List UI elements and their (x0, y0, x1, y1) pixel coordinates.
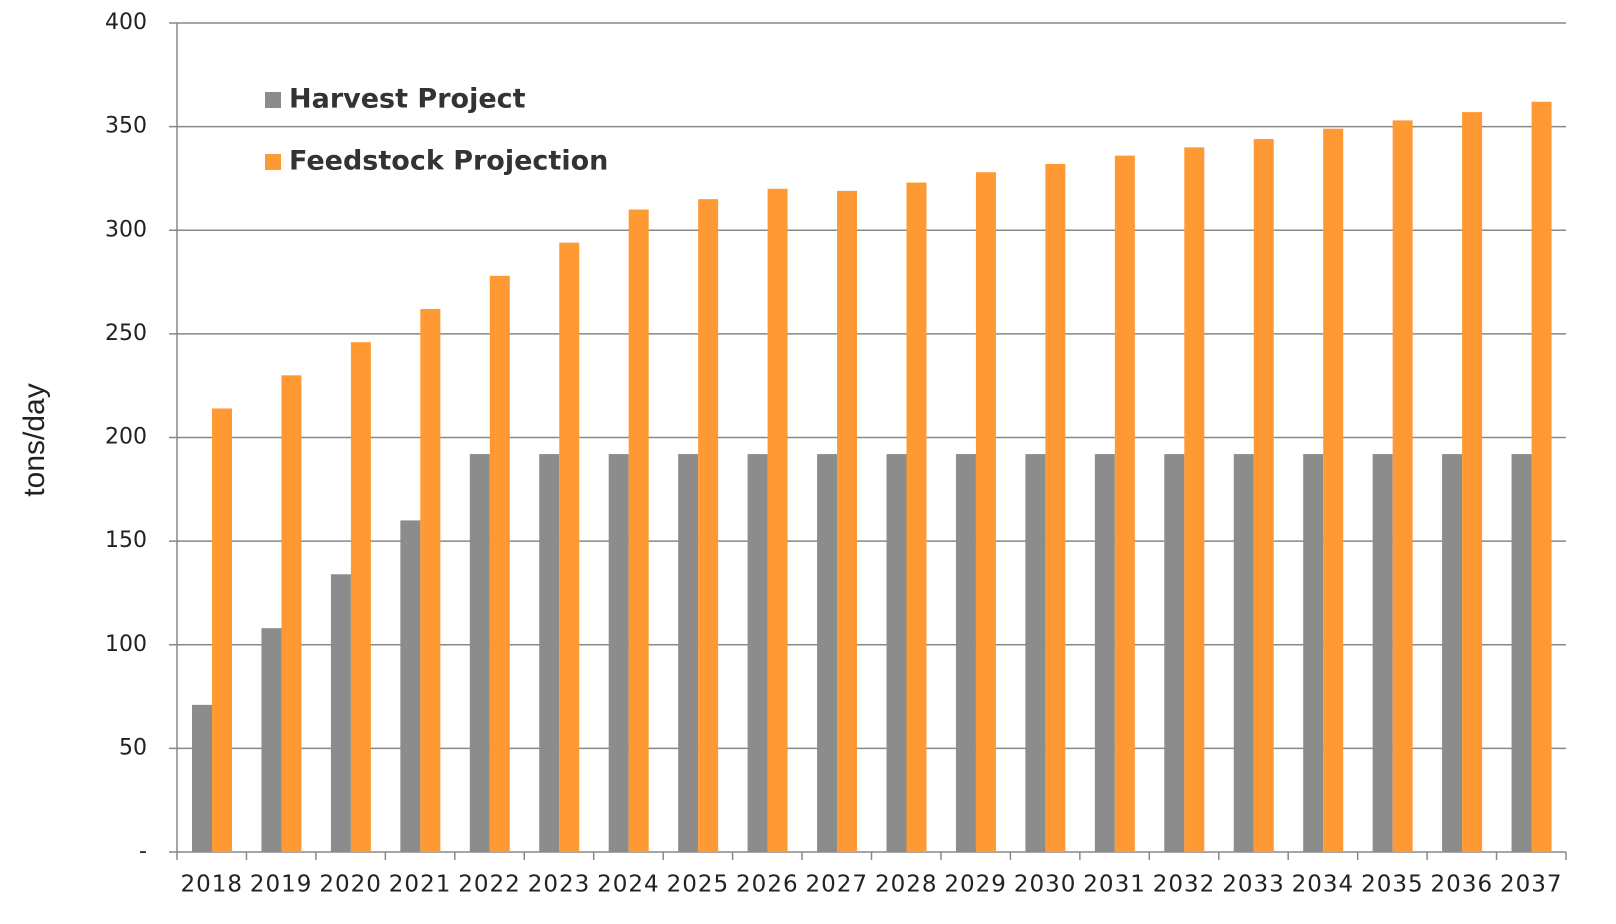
bar (1531, 101, 1552, 852)
legend-label: Harvest Project (289, 84, 526, 115)
bar (767, 188, 788, 853)
bar (1233, 454, 1254, 852)
bar (1114, 155, 1135, 852)
bar (608, 454, 629, 852)
bar (698, 199, 719, 853)
y-tick-label: - (139, 839, 147, 864)
bar (1045, 163, 1066, 852)
x-tick-label: 2037 (1500, 872, 1563, 898)
x-tick-label: 2022 (458, 872, 521, 898)
x-tick-label: 2033 (1222, 872, 1285, 898)
x-tick-label: 2032 (1153, 872, 1216, 898)
bar (955, 454, 976, 852)
x-tick-label: 2026 (736, 872, 799, 898)
bar (559, 242, 580, 852)
bar (192, 704, 212, 852)
bar (281, 375, 302, 852)
y-tick-label: 200 (105, 425, 147, 450)
bar (1094, 454, 1115, 852)
bar (330, 574, 351, 852)
x-tick-label: 2019 (250, 872, 313, 898)
bar (906, 182, 927, 852)
bar (212, 408, 232, 852)
bar (469, 454, 490, 852)
y-tick-label: 350 (105, 114, 147, 139)
x-tick-label: 2021 (389, 872, 452, 898)
bar (1511, 454, 1532, 852)
y-tick-label: 250 (105, 321, 147, 346)
x-tick-label: 2029 (944, 872, 1007, 898)
bar (678, 454, 699, 852)
bar (1164, 454, 1185, 852)
y-tick-label: 300 (105, 217, 147, 242)
bar (747, 454, 768, 852)
x-tick-label: 2018 (180, 872, 243, 898)
x-tick-label: 2036 (1431, 872, 1494, 898)
bar (539, 454, 560, 852)
bar (975, 172, 996, 853)
x-tick-label: 2031 (1083, 872, 1146, 898)
bar (1323, 128, 1344, 852)
y-axis-label: tons/day (18, 383, 51, 496)
bar (420, 309, 441, 852)
x-tick-label: 2020 (319, 872, 382, 898)
bar (1442, 454, 1463, 852)
bar (837, 190, 858, 852)
bar (1462, 112, 1483, 853)
x-tick-label: 2024 (597, 872, 660, 898)
y-tick-label: 150 (105, 528, 147, 553)
y-tick-label: 100 (105, 632, 147, 657)
bar (489, 275, 510, 853)
y-tick-label: 400 (105, 10, 147, 35)
x-tick-label: 2028 (875, 872, 938, 898)
legend-swatch (265, 154, 281, 170)
bar (1253, 139, 1274, 852)
x-tick-label: 2030 (1014, 872, 1077, 898)
y-tick-label: 50 (119, 735, 147, 760)
x-tick-label: 2034 (1292, 872, 1355, 898)
x-tick-label: 2025 (667, 872, 730, 898)
bar (261, 628, 282, 852)
legend-label: Feedstock Projection (289, 146, 608, 177)
bar (628, 209, 649, 852)
x-tick-label: 2027 (806, 872, 869, 898)
bar (886, 454, 907, 852)
bar (400, 520, 421, 852)
bar (1025, 454, 1046, 852)
bar (1372, 454, 1393, 852)
legend-swatch (265, 92, 281, 108)
x-tick-label: 2023 (528, 872, 591, 898)
bar (1184, 147, 1205, 853)
bar (350, 342, 371, 852)
bar (1392, 120, 1413, 853)
bar (817, 454, 838, 852)
bar (1303, 454, 1324, 852)
x-tick-label: 2035 (1361, 872, 1424, 898)
